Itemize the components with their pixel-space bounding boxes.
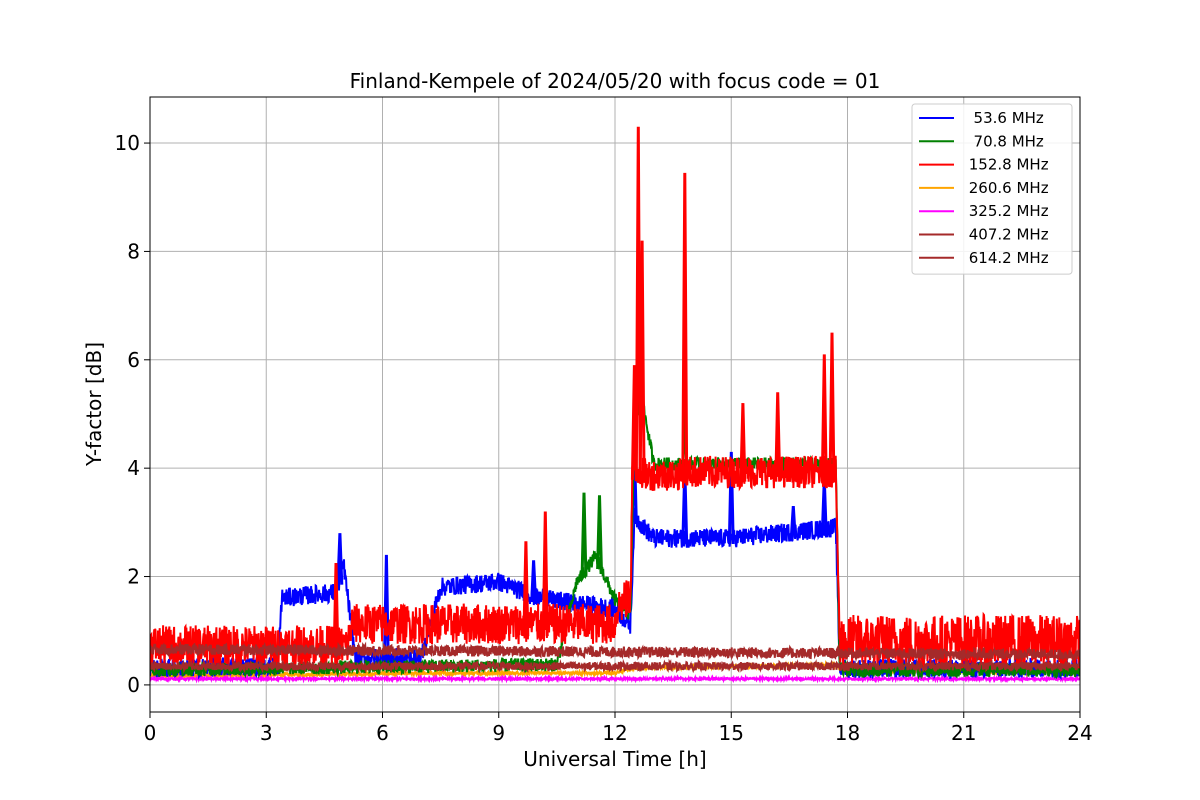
y-axis-label: Y-factor [dB] (82, 342, 106, 467)
x-axis-label: Universal Time [h] (523, 747, 706, 771)
series-line (150, 454, 1080, 670)
legend-box (911, 103, 1073, 275)
y-tick-label: 10 (115, 131, 140, 155)
series-line (150, 641, 1080, 663)
legend-entry: 325.2 MHz (964, 202, 1049, 220)
series-spike (522, 541, 530, 637)
x-tick-label: 9 (492, 721, 505, 745)
y-tick-label: 0 (127, 673, 140, 697)
y-tick-label: 6 (127, 348, 140, 372)
x-tick-label: 6 (376, 721, 389, 745)
legend-entry: 53.6 MHz (964, 109, 1044, 127)
series-spike (634, 126, 642, 482)
series-spike (336, 533, 344, 585)
series-2 (150, 126, 1080, 670)
legend-entry: 260.6 MHz (964, 179, 1049, 197)
series-spike (530, 560, 538, 603)
x-tick-label: 18 (835, 721, 860, 745)
series-spike (820, 354, 828, 482)
series-spike (332, 562, 340, 658)
x-tick-label: 15 (719, 721, 744, 745)
x-tick-label: 3 (260, 721, 273, 745)
legend-entry: 70.8 MHz (964, 132, 1044, 150)
series-line (150, 658, 1080, 674)
series-spike (580, 492, 588, 577)
x-tick-label: 0 (144, 721, 157, 745)
series-spike (596, 495, 603, 570)
series-spike (828, 332, 836, 482)
legend-entry: 152.8 MHz (964, 156, 1049, 174)
y-tick-label: 4 (127, 456, 140, 480)
series-spike (541, 511, 549, 637)
series-4 (150, 673, 1080, 684)
series-6 (150, 641, 1080, 663)
x-tick-label: 24 (1067, 721, 1092, 745)
series-spike (789, 506, 797, 538)
x-tick-label: 21 (951, 721, 976, 745)
series-spike (727, 451, 735, 545)
series-5 (150, 658, 1080, 674)
series-spike (739, 403, 747, 482)
legend-entry: 407.2 MHz (964, 226, 1049, 244)
x-tick-label: 12 (602, 721, 627, 745)
series-line (150, 673, 1080, 684)
series-spike (638, 240, 646, 483)
series-spike (681, 172, 689, 482)
series-layer (150, 126, 1080, 684)
y-tick-label: 8 (127, 239, 140, 263)
legend-entry: 614.2 MHz (964, 249, 1049, 267)
chart-title: Finland-Kempele of 2024/05/20 with focus… (350, 69, 881, 93)
y-tick-label: 2 (127, 565, 140, 589)
series-spike (774, 392, 782, 482)
legend: 53.6 MHz 70.8 MHz 152.8 MHz 260.6 MHz 32… (911, 103, 1073, 275)
